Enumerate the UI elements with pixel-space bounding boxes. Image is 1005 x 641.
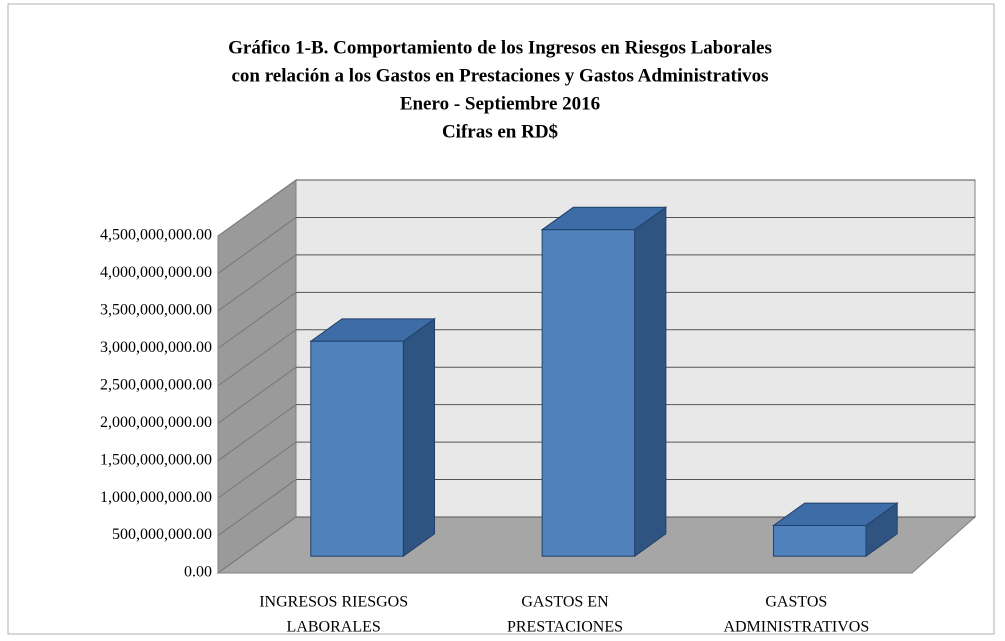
side-grid-line	[217, 217, 297, 274]
y-tick-label: 2,000,000,000.00	[100, 414, 212, 431]
bar-side	[634, 206, 667, 558]
y-tick-label: 2,500,000,000.00	[100, 376, 212, 393]
x-tick-label: GASTOS	[765, 594, 827, 611]
side-grid-line	[217, 479, 297, 536]
bar	[771, 502, 899, 558]
bar-front	[772, 524, 867, 557]
side-wall	[217, 179, 297, 574]
x-tick-label: PRESTACIONES	[507, 619, 623, 636]
y-tick-label: 1,000,000,000.00	[100, 489, 212, 506]
y-tick-label: 3,500,000,000.00	[100, 302, 212, 319]
bar-front	[310, 340, 404, 557]
x-tick-label: GASTOS EN	[521, 594, 609, 611]
chart-title: con relación a los Gastos en Prestacione…	[231, 65, 768, 86]
side-grid-line	[217, 291, 297, 349]
x-tick-label: INGRESOS RIESGOS	[259, 594, 408, 611]
side-grid-line	[217, 179, 297, 237]
side-grid-line	[217, 254, 297, 312]
bar-side	[402, 317, 436, 558]
y-tick-label: 4,000,000,000.00	[100, 264, 212, 281]
side-grid-line	[217, 516, 297, 574]
y-tick-label: 3,000,000,000.00	[100, 339, 212, 356]
y-tick-label: 4,500,000,000.00	[100, 227, 212, 244]
bar-front	[541, 229, 636, 557]
x-tick-label: ADMINISTRATIVOS	[723, 619, 869, 636]
chart-title: Gráfico 1-B. Comportamiento de los Ingre…	[228, 37, 772, 58]
x-tick-label: LABORALES	[287, 619, 381, 636]
bar	[309, 317, 437, 558]
chart-title: Enero - Septiembre 2016	[400, 93, 600, 114]
bar	[540, 206, 668, 558]
side-grid-line	[217, 329, 297, 387]
y-tick-label: 0.00	[184, 564, 212, 581]
y-tick-label: 1,500,000,000.00	[100, 451, 212, 468]
chart-title: Cifras en RD$	[442, 121, 558, 142]
side-grid-line	[217, 366, 297, 424]
side-grid-line	[217, 404, 297, 462]
y-tick-label: 500,000,000.00	[112, 526, 212, 543]
side-grid-line	[217, 441, 297, 499]
